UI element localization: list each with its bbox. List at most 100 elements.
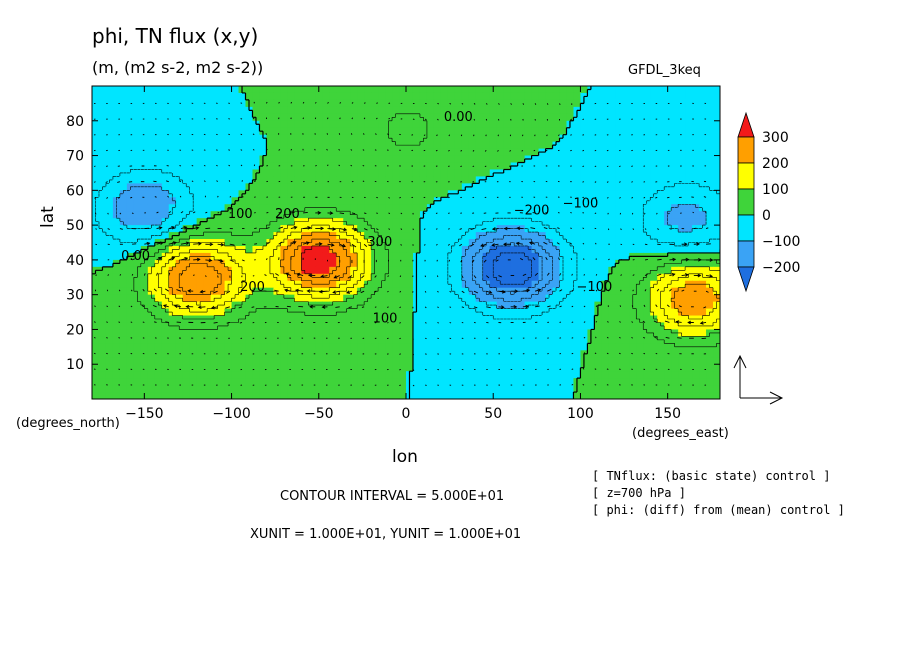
field-cell (573, 92, 582, 101)
field-cell (601, 86, 609, 94)
field-cell (308, 92, 316, 101)
field-cell (468, 86, 477, 94)
field-cell (224, 245, 233, 254)
flux-arrow (131, 258, 135, 261)
field-cell (273, 92, 281, 101)
flux-arrow (350, 164, 353, 167)
field-cell (329, 378, 337, 386)
field-cell (587, 225, 595, 233)
field-cell (580, 232, 589, 240)
field-cell (182, 99, 191, 108)
field-cell (385, 378, 393, 386)
field-cell (154, 141, 163, 150)
field-cell (378, 155, 386, 164)
field-cell (133, 350, 142, 358)
flux-arrow (448, 228, 450, 230)
field-cell (426, 273, 435, 282)
field-cell (301, 336, 309, 344)
field-cell (517, 329, 526, 337)
field-cell (664, 336, 672, 344)
field-cell (294, 294, 302, 303)
field-cell (601, 343, 609, 351)
field-cell (699, 141, 707, 150)
field-cell (406, 218, 414, 226)
field-cell (594, 315, 602, 324)
field-cell (433, 183, 442, 191)
field-cell (112, 176, 121, 184)
field-cell (140, 197, 149, 205)
field-cell (419, 99, 428, 108)
flux-arrow (546, 272, 550, 276)
field-cell (154, 204, 163, 212)
field-cell (231, 371, 240, 379)
field-cell (412, 350, 421, 358)
field-cell (664, 287, 672, 296)
field-cell (678, 211, 686, 219)
flux-arrow (303, 227, 311, 230)
field-cell (699, 378, 707, 386)
field-cell (301, 385, 309, 393)
field-cell (336, 106, 344, 115)
field-cell (203, 329, 212, 337)
field-cell (650, 364, 658, 372)
field-cell (706, 92, 714, 101)
field-cell (98, 127, 107, 136)
field-cell (629, 134, 637, 143)
field-cell (175, 259, 184, 268)
field-cell (287, 301, 295, 310)
field-cell (238, 211, 247, 219)
field-cell (664, 204, 672, 212)
field-cell (357, 350, 365, 358)
field-cell (454, 162, 463, 171)
field-cell (566, 308, 575, 317)
field-cell (503, 218, 512, 226)
field-cell (489, 280, 498, 289)
field-cell (447, 148, 456, 157)
field-cell (119, 287, 128, 296)
field-cell (692, 232, 700, 240)
field-cell (385, 197, 393, 205)
field-cell (92, 329, 100, 337)
flux-arrow (425, 353, 427, 355)
field-cell (119, 273, 128, 282)
field-cell (308, 378, 316, 386)
flux-arrow-head (158, 226, 163, 230)
field-cell (378, 197, 386, 205)
flux-arrow (106, 337, 108, 339)
field-cell (378, 378, 386, 386)
field-cell (105, 245, 114, 254)
field-cell (713, 392, 720, 399)
field-cell (259, 169, 268, 178)
field-cell (608, 190, 616, 198)
field-cell (196, 371, 205, 379)
field-cell (412, 232, 421, 240)
flux-arrow-head (184, 257, 189, 261)
field-cell (650, 211, 658, 219)
flux-arrow (143, 273, 146, 276)
field-cell (678, 148, 686, 157)
field-cell (196, 392, 205, 399)
field-cell (608, 169, 616, 178)
field-cell (371, 134, 379, 143)
field-cell (378, 92, 386, 101)
field-cell (238, 120, 247, 129)
field-cell (566, 225, 575, 233)
field-cell (231, 86, 240, 94)
field-cell (119, 197, 128, 205)
field-cell (615, 239, 623, 247)
field-cell (678, 357, 686, 365)
field-cell (224, 273, 233, 282)
field-cell (622, 294, 630, 303)
field-cell (357, 287, 365, 296)
field-cell (119, 120, 128, 129)
field-cell (273, 134, 281, 143)
field-cell (357, 280, 365, 289)
field-cell (503, 176, 512, 184)
field-cell (105, 252, 114, 261)
flux-arrow (484, 150, 487, 152)
field-cell (294, 141, 302, 150)
field-cell (636, 86, 644, 94)
field-cell (412, 245, 421, 254)
field-cell (629, 197, 637, 205)
field-cell (685, 106, 693, 115)
